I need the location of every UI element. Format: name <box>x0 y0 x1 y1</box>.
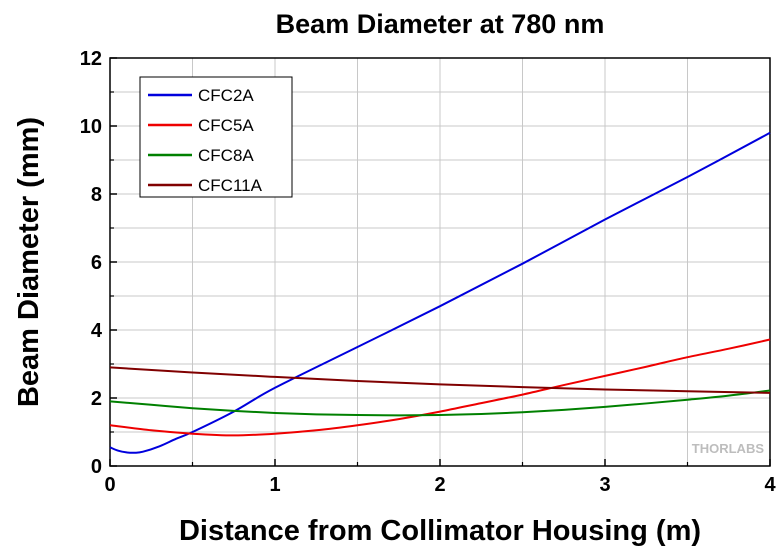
y-tick-label: 6 <box>91 252 102 274</box>
x-tick-label: 3 <box>599 474 610 496</box>
x-axis-label: Distance from Collimator Housing (m) <box>179 515 701 547</box>
x-tick-label: 1 <box>269 474 280 496</box>
y-axis-label: Beam Diameter (mm) <box>13 117 45 407</box>
legend-box <box>139 76 293 198</box>
legend-entry: CFC5A <box>198 116 254 135</box>
y-tick-label: 2 <box>91 388 102 410</box>
y-tick-label: 8 <box>91 184 102 206</box>
x-tick-label: 4 <box>764 474 776 496</box>
y-tick-label: 10 <box>80 116 102 138</box>
x-tick-label: 2 <box>434 474 445 496</box>
series-line-cfc8a <box>109 389 771 417</box>
y-tick-label: 0 <box>91 456 102 478</box>
legend-entry: CFC2A <box>198 86 254 105</box>
x-tick-label: 0 <box>104 474 115 496</box>
legend-entry: CFC11A <box>198 176 263 195</box>
legend: CFC2A CFC5A CFC8A CFC11A <box>139 76 293 198</box>
series-lines <box>109 131 771 454</box>
legend-entry: CFC8A <box>198 146 254 165</box>
series-line-cfc11a <box>109 366 771 394</box>
gridlines <box>110 58 770 466</box>
y-tick-label: 12 <box>80 48 102 70</box>
y-tick-label: 4 <box>91 320 103 342</box>
chart-title: Beam Diameter at 780 nm <box>276 9 605 39</box>
series-line-cfc5a <box>109 338 771 437</box>
thorlabs-watermark: THORLABS <box>692 441 765 456</box>
